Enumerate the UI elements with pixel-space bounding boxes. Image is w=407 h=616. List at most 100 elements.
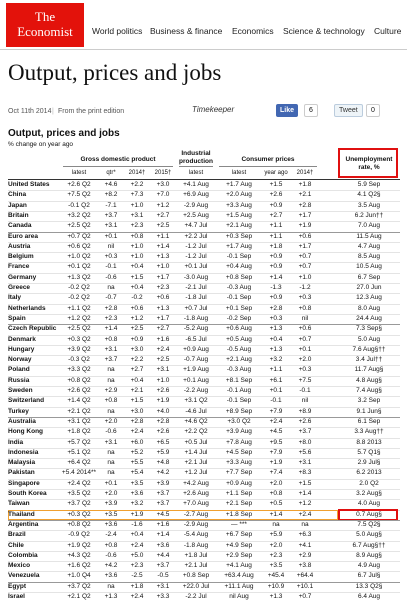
cell: -0.1 Sep xyxy=(226,294,252,302)
cell: 3.2 Aug§ xyxy=(356,490,382,497)
cell: +1.1 Q2 xyxy=(67,304,91,312)
country: Thailand xyxy=(8,510,35,518)
cell: +0.6 xyxy=(298,325,312,333)
cell: +1.9 xyxy=(130,510,144,518)
highlight-box xyxy=(338,148,398,178)
cell: -6.5 Jul xyxy=(185,335,207,343)
cell: +2.2 Jul xyxy=(184,232,208,240)
tweet-button[interactable]: Tweet xyxy=(334,104,363,117)
country: Malaysia xyxy=(8,459,36,467)
row-rule xyxy=(8,272,400,274)
cell: +2.8 xyxy=(130,417,144,425)
country: Italy xyxy=(8,294,22,302)
row-rule xyxy=(8,447,400,449)
cell: +6.5 xyxy=(156,438,170,446)
group-rule xyxy=(8,519,400,521)
cell: 6.2 Jun†† xyxy=(354,211,384,219)
cell: +2.6 xyxy=(269,191,283,199)
cell: +4.3 Q2 xyxy=(67,551,91,559)
cell: +1.6 xyxy=(156,520,170,528)
like-button[interactable]: Like xyxy=(276,104,299,117)
nav-item[interactable]: Economics xyxy=(232,26,274,36)
nav-item[interactable]: World politics xyxy=(92,26,143,36)
highlight-box xyxy=(338,508,398,521)
cell: na xyxy=(107,366,115,374)
cell: 13.3 Q2§ xyxy=(355,582,383,590)
cell: -1.2 Jul xyxy=(185,253,207,261)
cell: +2.1 Jul xyxy=(184,459,208,467)
timekeeper[interactable]: Timekeeper xyxy=(192,105,235,114)
cell: +1.6 xyxy=(156,335,170,343)
cell: +0.4 xyxy=(130,531,144,539)
cell: 7.4 Aug§ xyxy=(356,387,382,394)
cell: +8.9 Sep xyxy=(225,407,253,415)
cell: +2.4 xyxy=(130,541,144,549)
edition[interactable]: From the print edition xyxy=(58,108,125,115)
cell: +1.4 xyxy=(156,242,170,250)
nav-item[interactable]: Science & technology xyxy=(283,26,365,36)
cell: +0.1 xyxy=(104,232,118,240)
cell: +3.1 xyxy=(104,345,118,353)
cell: +1.3 xyxy=(156,304,170,312)
cell: +1.9 Aug xyxy=(183,366,209,374)
cell: +6.7 Sep xyxy=(225,531,253,539)
country: Czech Republic xyxy=(8,325,57,333)
header-rule xyxy=(219,166,317,167)
cell: +3.1 xyxy=(130,211,144,219)
cell: +1.7 xyxy=(156,314,170,322)
cell: -2.9 Aug xyxy=(183,201,209,209)
cell: +7.0 xyxy=(156,191,170,199)
cell: +3.5 Q2 xyxy=(67,490,91,497)
cell: +2.5 xyxy=(130,325,144,333)
cell: +0.1 Q2 xyxy=(67,263,91,271)
cell: +3.7 xyxy=(156,562,170,570)
logo[interactable]: The Economist xyxy=(6,3,84,47)
cell: +11.1 Aug xyxy=(224,582,254,590)
cell: 7.3 Sep§ xyxy=(355,325,383,333)
cell: +5.7 Q2 xyxy=(67,438,91,446)
cell: +3.6 xyxy=(104,572,118,580)
cell: +1.4 xyxy=(156,531,170,539)
cell: +2.1 Jul xyxy=(184,562,208,570)
nav-item[interactable]: Business & finance xyxy=(150,26,223,36)
nav-item[interactable]: Culture xyxy=(374,26,402,36)
cell: 3.4 Jul†† xyxy=(355,356,383,364)
country: Venezuela xyxy=(8,572,40,580)
cell: +1.0 xyxy=(156,263,170,271)
cell: +2.9 xyxy=(298,551,312,559)
row-rule xyxy=(8,458,400,460)
cell: +2.6 Q2 xyxy=(67,181,91,188)
cell: -0.2 Q2 xyxy=(68,284,90,291)
cell: +0.7 Q2 xyxy=(67,232,91,240)
cell: +1.7 Aug xyxy=(226,242,252,250)
country: Chile xyxy=(8,541,24,549)
cell: -2.2 Aug xyxy=(183,387,209,394)
cell: +0.6 xyxy=(156,294,170,302)
cell: +1.7 xyxy=(298,211,312,219)
cell: +7.3 xyxy=(130,191,144,199)
sub-header: qtr* xyxy=(106,170,116,176)
row-rule xyxy=(8,313,400,315)
cell: na xyxy=(107,459,115,467)
cell: +8.9 xyxy=(298,407,312,415)
cell: +1.0 xyxy=(130,201,144,209)
cell: +2.6 Aug xyxy=(183,490,209,497)
cell: +3.1 xyxy=(104,438,118,446)
cell: +1.8 Jul xyxy=(184,551,208,559)
country: Taiwan xyxy=(8,500,30,508)
cell: 24.4 Aug xyxy=(356,314,382,322)
cell: +5.0 xyxy=(130,551,144,559)
cell: +3.0 xyxy=(156,181,170,188)
cell: +2.9 xyxy=(104,387,118,394)
cell: +5.9 xyxy=(269,531,283,539)
country: Britain xyxy=(8,211,29,219)
country: Norway xyxy=(8,356,32,364)
cell: +1.3 xyxy=(269,593,283,600)
country: Greece xyxy=(8,284,31,291)
cell: +2.6 Q2 xyxy=(67,387,91,394)
cell: 2.9 Jul§ xyxy=(357,459,381,467)
cell: -1.3 xyxy=(270,284,282,291)
cell: +3.6 xyxy=(156,541,170,549)
cell: -0.7 xyxy=(105,294,117,302)
cell: 8.5 Aug xyxy=(357,253,381,261)
